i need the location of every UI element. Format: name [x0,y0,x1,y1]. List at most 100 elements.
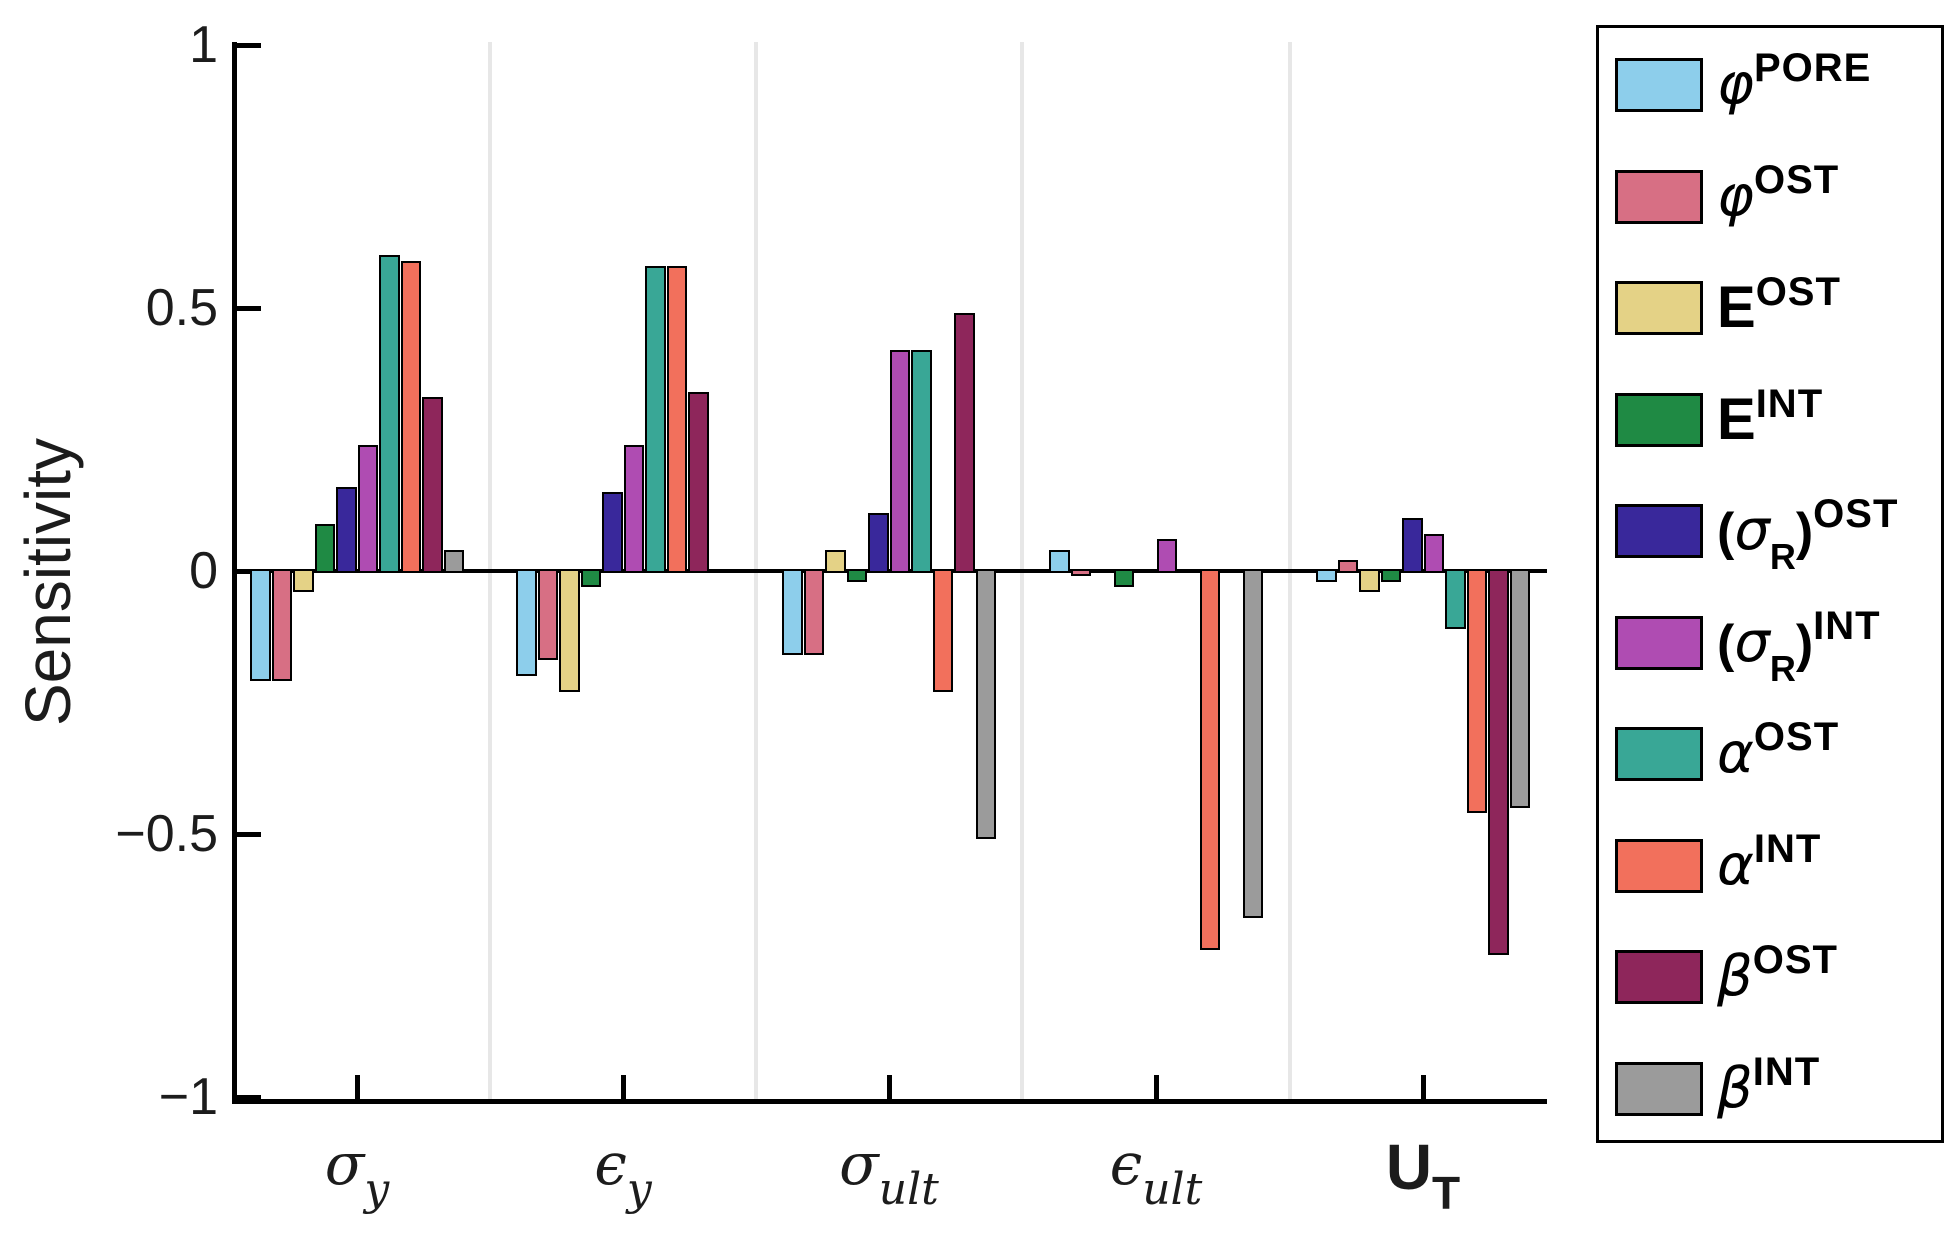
bar-beta-ost-epsilon-y [688,392,709,573]
legend-item-phi-pore: φPORE [1599,35,1947,135]
bar-beta-ost-sigma-ult [954,313,975,573]
y-tick-label: −1 [158,1068,218,1126]
bar-phi-pore-epsilon-y [516,569,537,677]
x-tick-label-u-t: UT [1263,1135,1583,1216]
legend-label-part: PORE [1753,46,1872,90]
bar-alpha-ost-epsilon-y [645,265,666,573]
legend-item-sigmaR-ost: (σR)OST [1599,481,1947,581]
bar-beta-int-sigma-y [443,549,464,573]
y-tick-mark [237,831,261,837]
bar-E-int-u-t [1380,569,1401,582]
legend-label-part: ) [1795,503,1814,561]
x-label-symbol: σ [839,1130,879,1198]
bar-alpha-int-sigma-y [400,260,421,573]
legend-label-part: β [1717,944,1753,1009]
legend-label-part: φ [1717,163,1754,229]
bar-phi-pore-epsilon-ult [1049,549,1070,573]
legend-label-part: α [1717,832,1754,898]
bar-sigmaR-int-epsilon-ult [1156,539,1177,573]
x-tick-mark [1420,1075,1426,1099]
x-label-subscript: T [1432,1167,1461,1219]
y-tick-label: 0.5 [145,279,218,337]
legend-swatch-sigmaR-ost [1615,504,1703,558]
legend-label-part: α [1717,721,1754,786]
bar-beta-ost-u-t [1488,569,1509,955]
bar-phi-ost-epsilon-y [537,569,558,661]
legend-label-alpha-int: αINT [1717,829,1821,894]
bar-E-ost-epsilon-y [559,569,580,692]
legend-label-part: INT [1813,603,1881,648]
bar-sigmaR-int-u-t [1423,534,1444,573]
legend-label-part: ) [1795,614,1814,673]
legend-label-part: INT [1752,1049,1821,1094]
legend-label-E-ost: EOST [1717,272,1841,337]
y-tick-label: −0.5 [115,805,218,863]
bar-phi-pore-sigma-ult [782,569,803,656]
legend-label-alpha-ost: αOST [1717,717,1839,782]
y-tick-mark [237,1094,261,1100]
legend-label-beta-int: βINT [1717,1052,1820,1117]
bar-alpha-int-sigma-ult [932,569,953,692]
legend-item-alpha-ost: αOST [1599,704,1947,804]
legend-label-part: E [1717,386,1756,452]
legend-label-part: OST [1752,938,1838,982]
bar-alpha-ost-sigma-y [379,255,400,573]
bar-sigmaR-ost-sigma-y [336,486,357,573]
x-label-subscript: ult [1142,1164,1203,1215]
legend-label-part: σ [1734,609,1770,675]
legend-label-part: R [1769,647,1796,689]
y-tick-mark [237,305,261,311]
legend-label-part: σ [1734,498,1770,563]
legend-label-phi-pore: φPORE [1717,48,1871,113]
legend-item-beta-ost: βOST [1599,927,1947,1027]
x-tick-label-epsilon-y: ϵy [463,1135,783,1212]
bar-alpha-int-u-t [1466,569,1487,813]
bar-beta-int-epsilon-ult [1242,569,1263,919]
legend-swatch-sigmaR-int [1615,615,1703,670]
y-tick-label: 0 [189,542,218,600]
legend-label-part: ( [1717,503,1735,561]
legend-label-sigmaR-ost: (σR)OST [1717,494,1898,575]
bar-sigmaR-int-epsilon-y [623,444,644,573]
legend-label-part: E [1717,275,1756,340]
legend-box: φPORE φOST EOST EINT (σR)OST (σR)INT αOST αINT β… [1596,25,1944,1143]
bar-phi-ost-sigma-ult [803,569,824,656]
legend-item-phi-ost: φOST [1599,147,1947,247]
x-tick-mark [354,1075,360,1099]
y-axis-line [232,42,237,1104]
bar-sigmaR-ost-epsilon-y [602,492,623,573]
bar-E-int-sigma-y [314,523,335,573]
legend-swatch-E-int [1615,392,1703,447]
bar-sigmaR-ost-u-t [1402,518,1423,573]
legend-swatch-beta-ost [1615,950,1703,1004]
x-tick-mark [1153,1075,1159,1099]
legend-label-part: R [1769,536,1796,577]
legend-label-part: OST [1753,157,1840,202]
x-tick-label-sigma-ult: σult [729,1135,1049,1212]
legend-label-part: OST [1755,270,1841,314]
legend-swatch-phi-pore [1615,58,1703,112]
bar-phi-ost-u-t [1337,560,1358,573]
legend-label-beta-ost: βOST [1717,940,1838,1005]
legend-label-sigmaR-int: (σR)INT [1717,606,1881,687]
x-label-symbol: U [1385,1131,1433,1203]
bar-beta-int-u-t [1509,569,1530,808]
bar-beta-int-sigma-ult [975,569,996,840]
legend-swatch-E-ost [1615,281,1703,335]
x-label-subscript: y [626,1164,652,1215]
bar-phi-pore-sigma-y [250,569,271,682]
bar-sigmaR-ost-sigma-ult [868,513,889,573]
x-label-subscript: y [364,1164,390,1215]
y-tick-mark [237,568,261,574]
legend-label-part: INT [1755,381,1824,426]
x-tick-label-sigma-y: σy [197,1135,517,1212]
legend-swatch-alpha-int [1615,838,1703,893]
legend-item-E-ost: EOST [1599,258,1947,358]
x-label-symbol: σ [324,1130,365,1198]
y-tick-mark [237,42,261,48]
y-tick-label: 1 [189,16,218,74]
x-tick-mark [620,1075,626,1099]
legend-label-part: INT [1753,826,1822,871]
legend-label-part: OST [1753,715,1840,759]
